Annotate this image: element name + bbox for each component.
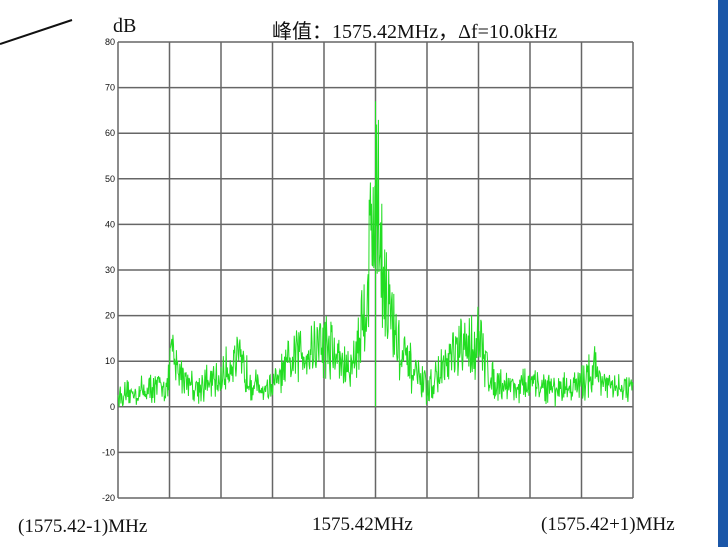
- frame-strip: [718, 0, 728, 547]
- y-tick-label: 50: [105, 174, 115, 184]
- y-tick-label: 0: [110, 402, 115, 412]
- y-tick-label: 60: [105, 128, 115, 138]
- decorative-line: [0, 19, 73, 45]
- y-tick-label: 70: [105, 83, 115, 93]
- y-tick-label: 20: [105, 311, 115, 321]
- chart-title: 峰值：1575.42MHz，Δf=10.0kHz: [272, 21, 558, 43]
- y-tick-label: 40: [105, 219, 115, 229]
- x-label-left: (1575.42-1)MHz: [18, 516, 148, 537]
- y-tick-label: 30: [105, 265, 115, 275]
- y-tick-label: 10: [105, 356, 115, 366]
- y-tick-labels: 80 70 60 50 40 30 20 10 0 -10 -20: [102, 37, 115, 503]
- y-tick-label: -10: [102, 447, 115, 457]
- spectrum-series-line: [117, 101, 634, 407]
- y-axis-label: dB: [113, 15, 137, 37]
- spectrum-trace: [117, 101, 634, 407]
- x-label-right: (1575.42+1)MHz: [541, 514, 675, 535]
- y-tick-label: 80: [105, 37, 115, 47]
- x-label-center: 1575.42MHz: [312, 514, 413, 535]
- y-tick-label: -20: [102, 493, 115, 503]
